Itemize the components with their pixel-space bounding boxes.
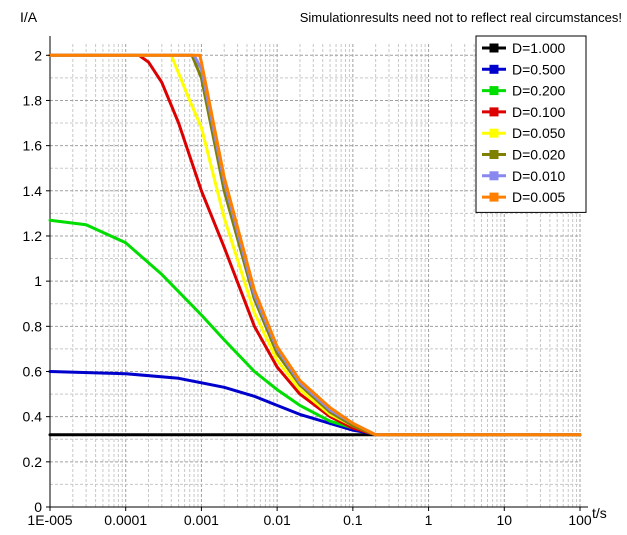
x-tick-label: 0.1: [343, 512, 363, 528]
legend-label-d-0-100: D=0.100: [512, 104, 566, 120]
legend-marker-d-1-000: [489, 43, 499, 53]
x-tick-label: 1: [425, 512, 433, 528]
x-tick-label: 10: [496, 512, 512, 528]
x-axis-title: t/s: [592, 505, 607, 521]
y-tick-label: 1.8: [23, 92, 43, 108]
y-tick-label: 0: [34, 499, 42, 515]
legend-marker-d-0-500: [489, 64, 499, 74]
y-tick-label: 1.2: [23, 228, 43, 244]
y-axis-title: I/A: [20, 9, 38, 25]
ticks-layer: 1E-005 0.0001 0.001 0.01 0.1 1 10 100 0 0.2 0.4 0.6…: [23, 47, 592, 528]
x-tick-label: 0.01: [264, 512, 291, 528]
y-tick-label: 0.4: [23, 409, 43, 425]
legend-label-d-0-020: D=0.020: [512, 147, 566, 163]
x-tick-label: 0.001: [184, 512, 219, 528]
y-tick-label: 0.6: [23, 363, 43, 379]
legend-label-d-1-000: D=1.000: [512, 40, 566, 56]
x-tick-label: 1E-005: [27, 512, 72, 528]
legend-marker-d-0-020: [489, 150, 499, 159]
y-tick-label: 0.2: [23, 454, 43, 470]
axes-layer: [49, 36, 588, 508]
series-line-d-0-100: [48, 53, 582, 437]
y-tick-label: 1: [34, 273, 42, 289]
legend-label-d-0-200: D=0.200: [512, 83, 566, 99]
legend-marker-d-0-010: [489, 171, 499, 181]
legend-label-d-0-500: D=0.500: [512, 61, 566, 77]
y-tick-label: 2: [34, 47, 42, 63]
y-tick-label: 0.8: [23, 318, 43, 334]
x-tick-label: 100: [568, 512, 592, 528]
series-line-d-0-005: [48, 53, 582, 437]
chart-note: Simulationresults need not to reflect re…: [300, 10, 622, 25]
x-tick-label: 0.0001: [104, 512, 147, 528]
y-tick-label: 1.6: [23, 138, 43, 154]
legend: D=1.000 D=0.500 D=0.200 D=0.100 D=0.050 D=0.0…: [475, 35, 587, 213]
legend-marker-d-0-200: [489, 86, 499, 96]
legend-label-d-0-050: D=0.050: [512, 125, 566, 141]
legend-marker-d-0-050: [489, 128, 499, 138]
legend-marker-d-0-005: [489, 192, 499, 202]
legend-marker-d-0-100: [489, 107, 499, 117]
series-layer: [48, 53, 582, 437]
legend-label-d-0-005: D=0.005: [512, 189, 566, 205]
y-tick-label: 1.4: [23, 183, 43, 199]
legend-label-d-0-010: D=0.010: [512, 168, 566, 184]
